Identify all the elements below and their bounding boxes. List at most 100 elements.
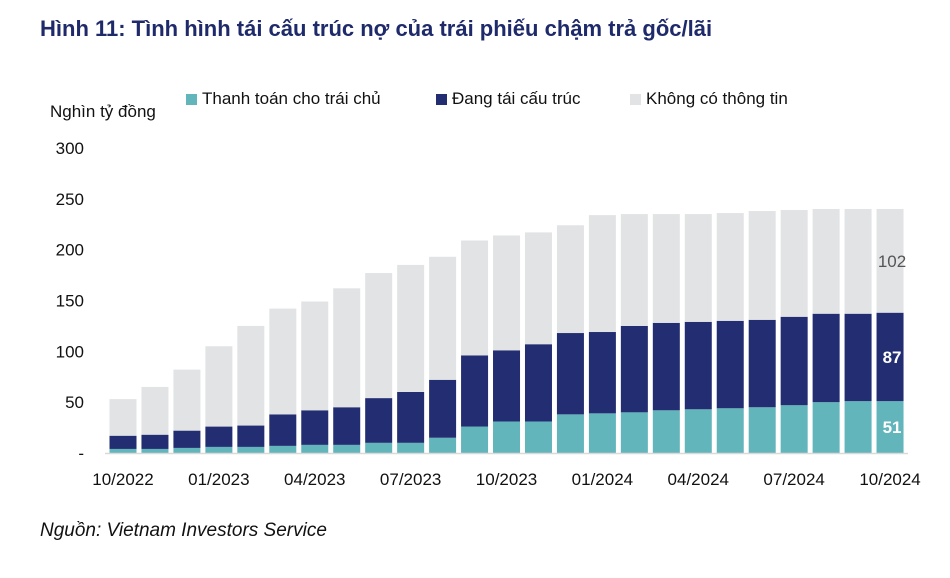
bar-restructuring xyxy=(876,312,904,402)
bar-paid xyxy=(684,409,712,453)
bar-restructuring xyxy=(652,322,680,411)
bar-no-info xyxy=(109,399,137,436)
bar-paid xyxy=(301,444,329,453)
bar-restructuring xyxy=(461,355,489,427)
bar-no-info xyxy=(748,211,776,320)
bar-restructuring xyxy=(397,392,425,443)
bar-no-info xyxy=(652,214,680,323)
bar-no-info xyxy=(397,264,425,392)
bar-no-info xyxy=(141,386,169,435)
bar-paid xyxy=(365,442,393,453)
x-tick-label: 07/2023 xyxy=(380,470,441,489)
legend-label-no-info: Không có thông tin xyxy=(646,89,788,108)
legend-item-paid: Thanh toán cho trái chủ xyxy=(186,89,381,109)
legend-swatch-paid xyxy=(186,93,197,105)
bar-restructuring xyxy=(301,410,329,445)
y-tick-label: 200 xyxy=(56,241,84,260)
bar-restructuring xyxy=(556,333,584,415)
data-label-no-info: 102 xyxy=(878,252,906,271)
bar-paid xyxy=(748,407,776,453)
bar-restructuring xyxy=(109,435,137,449)
bar-no-info xyxy=(716,213,744,321)
figure-title: Hình 11: Tình hình tái cấu trúc nợ của t… xyxy=(40,16,713,41)
bar-restructuring xyxy=(684,321,712,410)
bar-paid xyxy=(173,447,201,453)
x-tick-label: 01/2024 xyxy=(572,470,633,489)
bar-paid xyxy=(141,448,169,453)
bar-no-info xyxy=(844,209,872,314)
x-tick-label: 10/2022 xyxy=(92,470,153,489)
x-tick-label: 10/2024 xyxy=(859,470,920,489)
bar-paid xyxy=(205,446,233,453)
bar-restructuring xyxy=(205,426,233,447)
bar-paid xyxy=(461,426,489,453)
bar-no-info xyxy=(812,209,840,314)
bar-paid xyxy=(237,446,265,453)
bar-paid xyxy=(109,448,137,453)
bar-paid xyxy=(397,442,425,453)
bar-restructuring xyxy=(493,350,521,422)
legend-swatch-restructuring xyxy=(436,93,447,105)
bar-restructuring xyxy=(269,414,297,446)
bar-paid xyxy=(524,421,552,453)
bar-no-info xyxy=(588,215,616,333)
bar-no-info xyxy=(524,232,552,345)
bar-restructuring xyxy=(333,407,361,445)
bar-no-info xyxy=(333,288,361,408)
bar-restructuring xyxy=(780,316,808,406)
bar-no-info xyxy=(780,210,808,317)
bar-restructuring xyxy=(588,332,616,414)
bar-no-info xyxy=(620,214,648,326)
data-label-paid: 51 xyxy=(883,418,902,437)
data-label-restructuring: 87 xyxy=(883,348,902,367)
legend-item-restructuring: Đang tái cấu trúc xyxy=(436,89,581,109)
bar-restructuring xyxy=(748,319,776,408)
bar-paid xyxy=(812,402,840,453)
bar-no-info xyxy=(269,308,297,415)
x-tick-label: 04/2023 xyxy=(284,470,345,489)
y-tick-label: 250 xyxy=(56,190,84,209)
legend-swatch-no-info xyxy=(630,93,641,105)
bar-restructuring xyxy=(812,313,840,403)
x-tick-label: 10/2023 xyxy=(476,470,537,489)
bar-no-info xyxy=(173,369,201,431)
y-tick-label: 150 xyxy=(56,292,84,311)
bar-restructuring xyxy=(620,325,648,413)
bar-restructuring xyxy=(237,425,265,447)
bar-restructuring xyxy=(173,430,201,448)
bar-no-info xyxy=(237,325,265,426)
bar-restructuring xyxy=(365,398,393,443)
bar-paid xyxy=(493,421,521,453)
bar-paid xyxy=(652,410,680,453)
bar-no-info xyxy=(301,301,329,411)
y-tick-label: 300 xyxy=(56,139,84,158)
x-tick-label: 01/2023 xyxy=(188,470,249,489)
bar-no-info xyxy=(876,209,904,313)
bar-restructuring xyxy=(716,320,744,409)
bar-paid xyxy=(780,405,808,453)
bar-no-info xyxy=(205,346,233,427)
bar-paid xyxy=(333,444,361,453)
source-note: Nguồn: Vietnam Investors Service xyxy=(40,520,327,541)
y-axis-label: Nghìn tỷ đồng xyxy=(50,102,156,121)
bar-restructuring xyxy=(429,379,457,438)
bar-no-info xyxy=(556,225,584,334)
bar-paid xyxy=(556,414,584,453)
bar-no-info xyxy=(684,214,712,322)
x-tick-label: 04/2024 xyxy=(668,470,729,489)
bar-restructuring xyxy=(141,434,169,449)
bar-restructuring xyxy=(844,313,872,402)
bar-paid xyxy=(429,437,457,453)
bar-paid xyxy=(844,401,872,453)
bar-no-info xyxy=(493,235,521,351)
legend-label-paid: Thanh toán cho trái chủ xyxy=(202,89,381,108)
y-tick-label: 100 xyxy=(56,342,84,361)
x-tick-label: 07/2024 xyxy=(763,470,824,489)
bar-paid xyxy=(620,412,648,453)
bar-no-info xyxy=(461,240,489,356)
bar-paid xyxy=(588,413,616,453)
bar-paid xyxy=(876,401,904,453)
y-tick-label: - xyxy=(78,444,84,463)
